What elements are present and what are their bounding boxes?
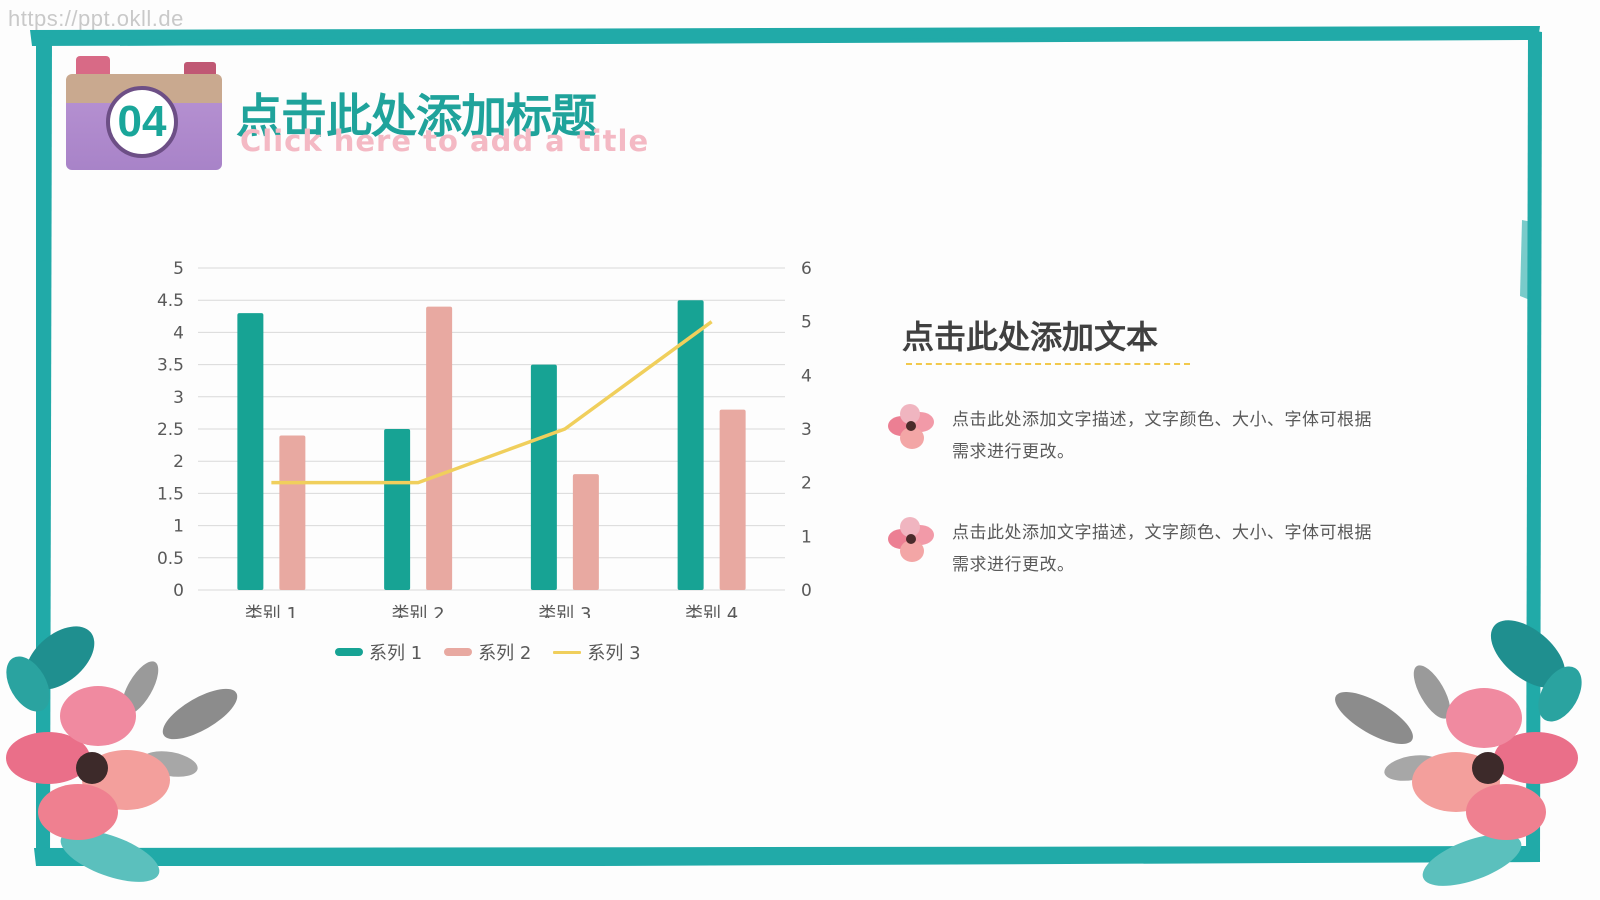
heading-dashed-underline — [906, 363, 1190, 365]
legend-swatch-series-3 — [553, 650, 582, 654]
legend-item-series-2: 系列 2 — [444, 639, 531, 665]
y-right-tick-label: 3 — [801, 420, 812, 440]
y-left-tick-label: 3 — [173, 388, 184, 408]
bar-series-2 — [279, 435, 306, 590]
y-right-tick-label: 5 — [801, 313, 812, 333]
x-category-label: 类别 2 — [392, 604, 445, 618]
x-category-label: 类别 1 — [245, 604, 298, 618]
flower-bottom-left-decoration — [6, 626, 238, 882]
y-left-tick-label: 2.5 — [157, 420, 184, 440]
x-category-label: 类别 3 — [538, 604, 591, 618]
legend-item-series-3: 系列 3 — [553, 639, 641, 665]
bar-series-2 — [572, 474, 599, 590]
bar-series-1 — [237, 313, 264, 590]
flower-bottom-right-decoration — [1335, 620, 1582, 886]
text-item-description: 点击此处添加文字描述，文字颜色、大小、字体可根据需求进行更改。 — [952, 410, 1372, 462]
y-left-tick-label: 4.5 — [157, 291, 184, 311]
text-item-description: 点击此处添加文字描述，文字颜色、大小、字体可根据需求进行更改。 — [952, 523, 1372, 575]
bar-series-1 — [530, 364, 557, 590]
x-category-label: 类别 4 — [685, 604, 738, 618]
page-title: 点击此处添加标题 — [236, 89, 597, 143]
y-right-tick-label: 4 — [801, 366, 812, 386]
legend-label-series-3: 系列 3 — [587, 643, 641, 664]
y-right-tick-label: 6 — [801, 259, 812, 279]
text-panel-heading: 点击此处添加文本 — [902, 318, 1159, 356]
legend-item-series-1: 系列 1 — [335, 639, 422, 665]
flower-bullet-icon — [888, 517, 934, 562]
y-right-tick-label: 0 — [801, 581, 812, 601]
section-number: 04 — [106, 86, 178, 158]
bar-series-1 — [384, 429, 411, 590]
y-right-tick-label: 1 — [801, 527, 812, 547]
legend-swatch-series-1 — [335, 648, 363, 656]
y-left-tick-label: 2 — [173, 452, 184, 472]
line-series-3 — [271, 320, 713, 485]
y-left-tick-label: 3.5 — [157, 356, 184, 376]
watermark-text: https://ppt.okll.de — [8, 6, 184, 31]
bar-series-2 — [719, 409, 746, 590]
camera-top-decoration — [76, 56, 110, 78]
bar-series-2 — [426, 306, 453, 590]
y-left-tick-label: 1.5 — [157, 484, 184, 504]
legend-swatch-series-2 — [444, 648, 473, 656]
y-left-tick-label: 5 — [173, 259, 184, 279]
y-left-tick-label: 1 — [173, 517, 184, 537]
legend-label-series-2: 系列 2 — [478, 643, 532, 664]
flower-bullet-icon — [888, 404, 934, 449]
page-subtitle-english: Click here to add a title — [240, 124, 650, 158]
legend-label-series-1: 系列 1 — [369, 643, 423, 664]
chart-legend: 系列 1 系列 2 系列 3 — [335, 639, 641, 665]
y-left-tick-label: 0.5 — [157, 549, 184, 569]
combo-chart: 0 0.5 1 1.5 2 2.5 3 3.5 4 4.5 5 0 1 2 3 4 5 6 类别 1 类别 2 类别 3… — [157, 259, 812, 618]
camera-badge: 04 — [66, 56, 224, 174]
y-left-tick-label: 4 — [173, 323, 184, 343]
y-right-tick-label: 2 — [801, 474, 812, 494]
bar-series-1 — [677, 300, 704, 590]
y-left-tick-label: 0 — [173, 581, 184, 601]
